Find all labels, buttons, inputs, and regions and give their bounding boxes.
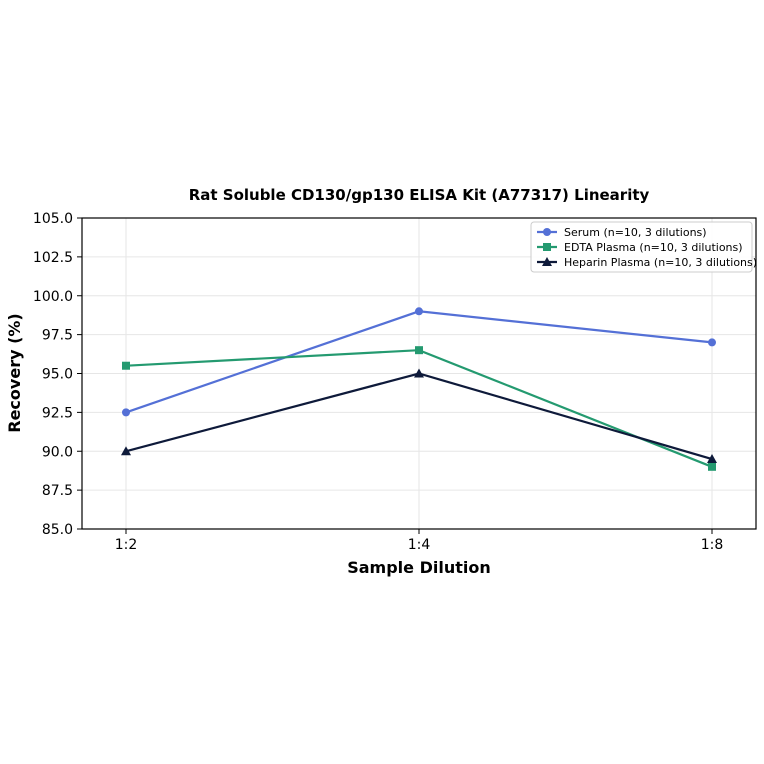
series-1: [122, 307, 716, 417]
chart-title: Rat Soluble CD130/gp130 ELISA Kit (A7731…: [189, 186, 650, 204]
x-tick-label: 1:8: [701, 537, 724, 553]
y-tick-label: 102.5: [33, 250, 73, 266]
y-tick-label: 92.5: [42, 405, 73, 421]
data-point: [708, 462, 716, 471]
series-3: [121, 368, 717, 464]
legend-label: Heparin Plasma (n=10, 3 dilutions): [564, 256, 757, 269]
y-tick-label: 100.0: [33, 289, 73, 305]
y-tick-label: 85.0: [42, 522, 73, 538]
legend-box: [530, 221, 753, 273]
plot-frame: [81, 217, 757, 530]
x-axis-ticks: 1:2 1:4 1:8: [115, 529, 724, 553]
data-point: [121, 446, 131, 456]
legend-marker: [543, 228, 551, 236]
legend-label: EDTA Plasma (n=10, 3 dilutions): [564, 241, 743, 254]
y-tick-label: 87.5: [42, 483, 73, 499]
data-point: [415, 307, 423, 316]
data-point: [414, 368, 424, 378]
x-axis-label: Sample Dilution: [347, 558, 491, 577]
legend-label: Serum (n=10, 3 dilutions): [564, 226, 707, 239]
data-point: [122, 361, 130, 370]
series-group: [121, 307, 717, 471]
y-tick-label: 105.0: [33, 211, 73, 227]
legend-item: Heparin Plasma (n=10, 3 dilutions): [537, 256, 757, 269]
data-point: [707, 454, 717, 464]
data-point: [415, 346, 423, 355]
data-point: [122, 408, 130, 417]
x-tick-label: 1:4: [408, 537, 431, 553]
y-axis-ticks: 85.0 87.5 90.0 92.5 95.0 97.5 100.0 102.5 105.0: [33, 211, 82, 538]
y-tick-label: 90.0: [42, 444, 73, 460]
y-axis-label: Recovery (%): [5, 313, 24, 432]
legend: Serum (n=10, 3 dilutions) EDTA Plasma (n=…: [530, 221, 757, 273]
x-tick-label: 1:2: [115, 537, 138, 553]
series-2: [122, 346, 716, 471]
y-tick-label: 97.5: [42, 328, 73, 344]
legend-marker: [543, 243, 551, 251]
legend-item: Serum (n=10, 3 dilutions): [537, 226, 707, 239]
data-point: [708, 338, 716, 347]
legend-item: EDTA Plasma (n=10, 3 dilutions): [537, 241, 743, 254]
legend-marker: [542, 257, 552, 266]
y-tick-label: 95.0: [42, 367, 73, 383]
